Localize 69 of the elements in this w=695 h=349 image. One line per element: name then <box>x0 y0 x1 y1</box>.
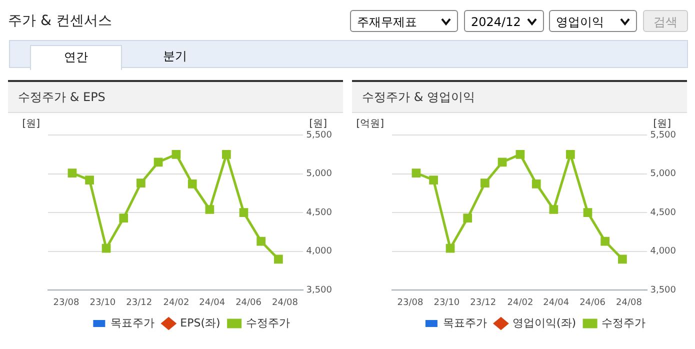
y2-tick-label: 3,500 <box>306 286 332 296</box>
point <box>600 236 610 246</box>
x-tick-label: 24/06 <box>236 298 262 308</box>
x-tick-label: 24/02 <box>507 298 534 308</box>
point <box>239 208 248 218</box>
y-axis-title: [원] <box>22 118 40 130</box>
legend-label: 목표주가 <box>110 316 155 330</box>
text: 분기 <box>162 48 188 65</box>
point <box>549 205 558 214</box>
legend-label: 목표주가 <box>442 316 487 330</box>
text: 주가 & 컨센서스 <box>8 12 112 30</box>
point <box>274 254 283 264</box>
dropdown: 영업이익 <box>549 10 637 32</box>
x-tick-label: 23/12 <box>126 298 152 308</box>
legend-label: 수정주가 <box>246 316 290 330</box>
point <box>516 150 525 159</box>
y2-tick-label: 5,500 <box>306 130 332 140</box>
point <box>154 158 163 167</box>
y2-tick-label: 4,000 <box>650 246 676 257</box>
x-tick-label: 23/08 <box>53 298 80 308</box>
point <box>618 254 627 264</box>
x-tick-label: 24/08 <box>272 298 298 308</box>
y2-axis-title: [원] <box>309 118 328 130</box>
legend-label: 수정주가 <box>602 316 646 330</box>
point <box>566 150 575 159</box>
x-tick-label: 24/06 <box>580 298 606 308</box>
text: 연간 <box>30 45 122 70</box>
point <box>172 150 181 159</box>
point <box>429 176 438 184</box>
x-tick-label: 23/08 <box>397 298 424 308</box>
dropdown: 2024/12 <box>464 10 544 32</box>
point <box>412 168 421 178</box>
y2-tick-label: 4,500 <box>650 208 676 218</box>
point <box>532 179 541 188</box>
x-tick-label: 24/04 <box>543 298 570 308</box>
x-tick-label: 24/02 <box>163 298 190 308</box>
legend-label: EPS(좌) <box>180 316 220 330</box>
y2-tick-label: 5,000 <box>306 169 332 180</box>
dropdown: 주재무제표 <box>350 10 458 32</box>
point <box>85 176 94 184</box>
point <box>205 205 214 214</box>
chart-title: 수정주가 & EPS <box>8 82 343 113</box>
point <box>136 178 146 188</box>
legend-label: 영업이익(좌) <box>512 316 576 330</box>
point <box>463 214 472 222</box>
point <box>119 214 128 222</box>
y2-axis-title: [원] <box>653 118 672 130</box>
point <box>480 178 490 188</box>
y2-tick-label: 5,000 <box>650 169 676 180</box>
point <box>222 150 231 159</box>
x-tick-label: 23/10 <box>434 298 460 308</box>
point <box>68 168 77 178</box>
y-axis-title: [억원] <box>356 118 384 130</box>
x-tick-label: 24/08 <box>616 298 642 308</box>
y2-tick-label: 5,500 <box>650 130 676 140</box>
y2-tick-label: 3,500 <box>650 286 676 296</box>
point <box>102 244 111 253</box>
x-tick-label: 23/12 <box>470 298 496 308</box>
x-tick-label: 23/10 <box>90 298 116 308</box>
point <box>188 179 197 188</box>
y2-tick-label: 4,000 <box>306 246 332 257</box>
point <box>446 244 455 253</box>
point <box>583 208 592 218</box>
point <box>256 236 266 246</box>
x-tick-label: 24/04 <box>199 298 226 308</box>
search-button: 검색 <box>643 10 688 32</box>
y2-tick-label: 4,500 <box>306 208 332 218</box>
chart-title: 수정주가 & 영업이익 <box>352 82 687 113</box>
point <box>498 158 507 167</box>
